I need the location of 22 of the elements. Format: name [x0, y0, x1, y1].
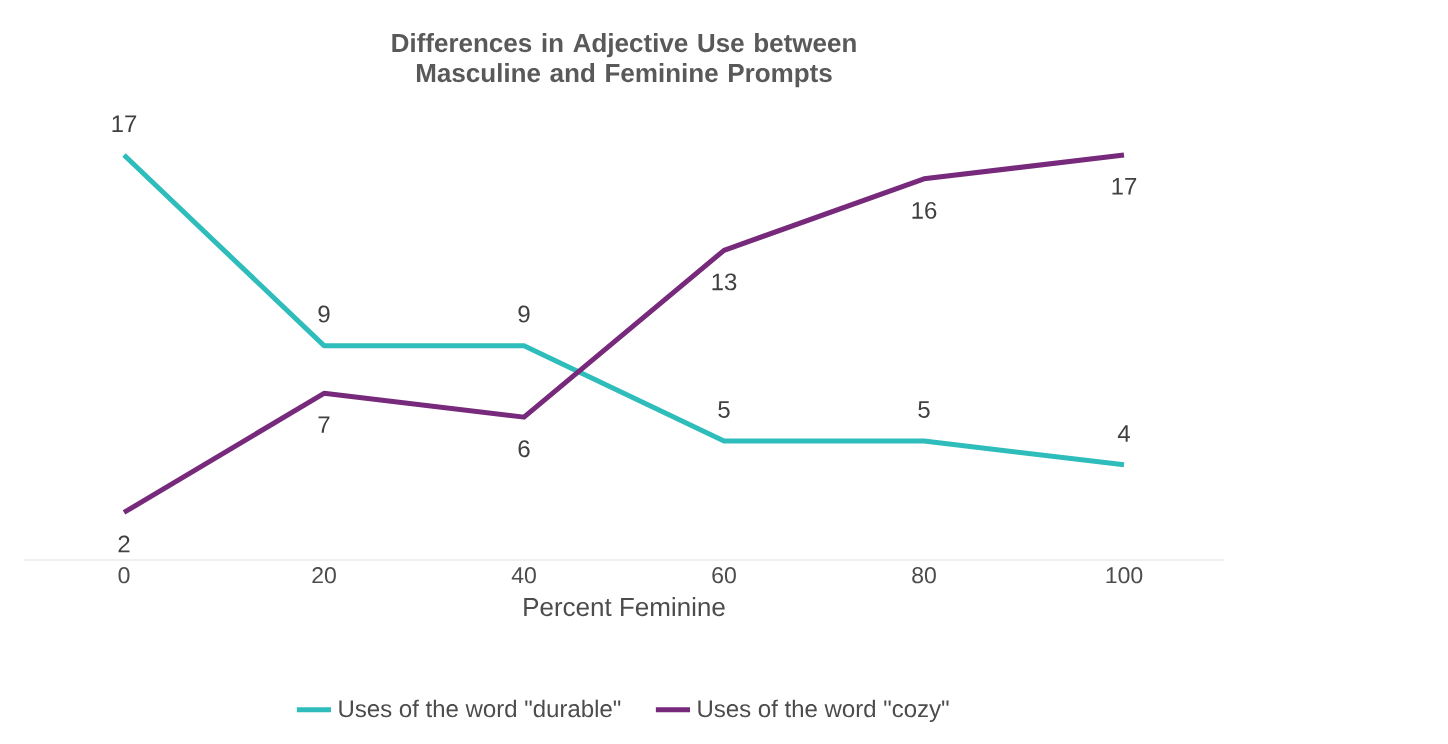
data-label: 17 — [112, 115, 137, 132]
data-label: 5 — [918, 401, 930, 418]
data-label: 4 — [1117, 425, 1130, 442]
data-label: 7 — [318, 416, 330, 433]
data-label: 17 — [1112, 178, 1137, 195]
legend-label: Uses of the word "cozy" — [698, 699, 949, 723]
chart-title: Differences in Adjective Use between Masculine and Feminine Prompts — [392, 33, 856, 88]
x-tick-label: 40 — [511, 567, 536, 584]
data-label: 5 — [718, 401, 730, 418]
x-tick-label: 100 — [1106, 567, 1143, 584]
legend-label: Uses of the word "durable" — [339, 699, 621, 718]
x-tick-label: 0 — [118, 567, 130, 584]
x-tick-label: 80 — [912, 567, 936, 584]
data-label: 9 — [318, 305, 330, 323]
data-label: 16 — [912, 201, 937, 219]
data-label: 9 — [518, 305, 530, 323]
x-tick-label: 20 — [312, 567, 336, 584]
data-label: 6 — [518, 440, 530, 458]
x-tick-label: 60 — [712, 567, 736, 584]
x-axis-title: Percent Feminine — [524, 597, 725, 617]
data-label: 13 — [712, 273, 737, 291]
data-label: 2 — [118, 535, 130, 553]
